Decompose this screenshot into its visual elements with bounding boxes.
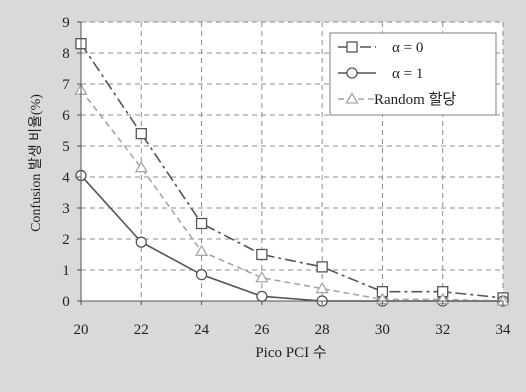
legend-label: α = 1 <box>392 66 423 82</box>
x-tick-label: 32 <box>435 322 450 338</box>
data-point <box>134 160 148 173</box>
legend-marker <box>346 67 358 79</box>
series-line <box>80 43 504 299</box>
y-tick-label: 8 <box>62 46 70 62</box>
legend-marker <box>345 92 359 104</box>
data-point <box>194 244 209 257</box>
legend-label: α = 0 <box>392 40 423 56</box>
y-tick-label: 9 <box>62 15 70 31</box>
y-tick-label: 0 <box>62 294 70 310</box>
x-tick-label: 24 <box>194 322 210 338</box>
y-tick-label: 5 <box>62 139 70 155</box>
data-point <box>256 290 268 303</box>
x-tick-label: 28 <box>315 322 330 338</box>
y-tick-label: 4 <box>62 170 70 186</box>
data-point <box>315 281 329 294</box>
data-point <box>255 270 269 283</box>
legend-label: Random 할당 <box>374 91 456 108</box>
y-axis-title: Confusion 발생 비율(%) <box>28 94 44 232</box>
y-tick-label: 7 <box>62 77 70 93</box>
data-point <box>135 236 147 248</box>
x-tick-label: 20 <box>74 322 89 338</box>
legend-box <box>329 32 497 116</box>
data-point <box>195 217 208 230</box>
x-tick-label: 30 <box>375 322 390 338</box>
y-tick-label: 1 <box>62 263 70 279</box>
y-tick-label: 3 <box>62 201 70 217</box>
y-tick-label: 2 <box>62 232 70 248</box>
data-point <box>256 248 268 261</box>
data-point <box>135 127 147 140</box>
series-line <box>80 89 504 302</box>
legend-marker <box>346 41 358 53</box>
data-point <box>195 268 208 281</box>
y-tick-label: 6 <box>62 108 70 124</box>
x-tick-label: 34 <box>496 322 512 338</box>
x-tick-label: 22 <box>134 322 149 338</box>
data-point <box>316 261 328 273</box>
x-axis-title: Pico PCI 수 <box>255 344 326 361</box>
x-tick-label: 26 <box>254 322 270 338</box>
